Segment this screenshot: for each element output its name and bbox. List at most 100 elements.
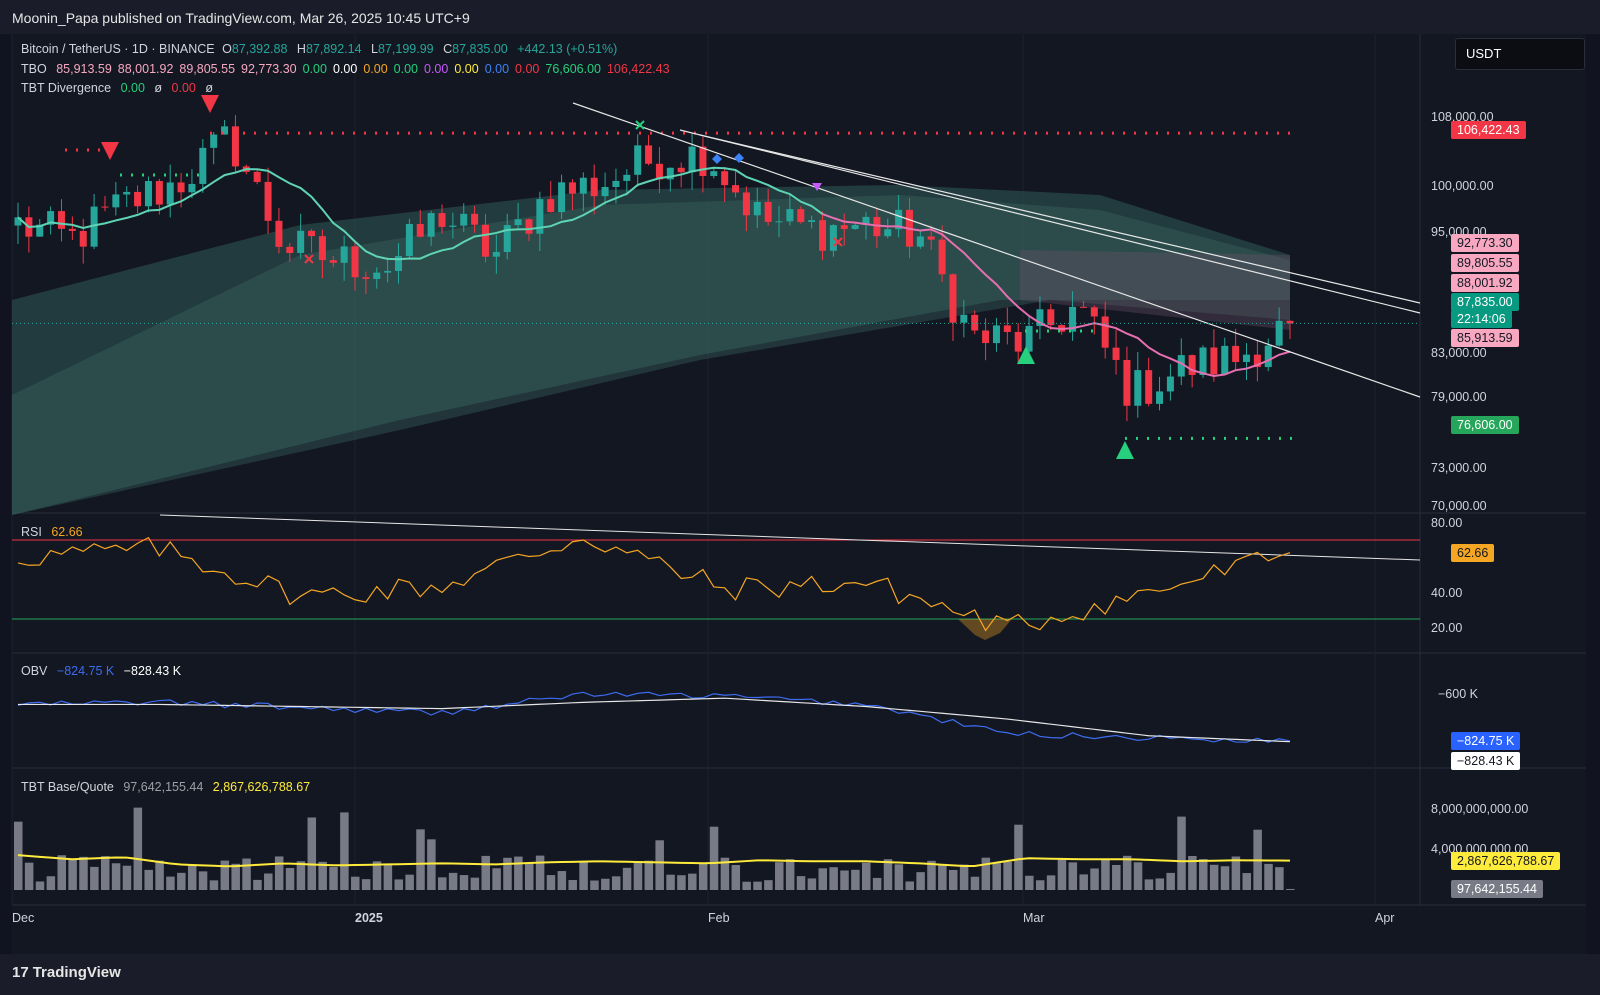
candle — [775, 221, 783, 223]
volume-bar — [938, 864, 947, 890]
volume-bar — [285, 867, 295, 890]
currency-selector[interactable]: USDT — [1455, 38, 1585, 70]
volume-bar — [742, 881, 751, 890]
candle — [416, 223, 424, 237]
volume-bar — [166, 876, 175, 890]
currency-label: USDT — [1466, 46, 1502, 61]
obv-ma-line — [18, 697, 1291, 743]
candle — [579, 177, 587, 194]
volume-bar — [883, 859, 893, 890]
obv-tag2: −828.43 K — [1451, 752, 1521, 770]
volume-bar — [351, 876, 360, 890]
candle — [992, 325, 1000, 344]
volume-bar — [264, 873, 273, 890]
candle — [895, 209, 903, 230]
candle — [1069, 306, 1077, 332]
volume-bar — [231, 863, 240, 890]
volume-bar — [633, 862, 643, 890]
candle — [36, 224, 44, 237]
candle — [1112, 347, 1120, 360]
rsi-legend[interactable]: RSI 62.66 — [21, 525, 89, 539]
candle — [840, 225, 848, 229]
candle — [101, 206, 109, 208]
rsi-axis-label: 80.00 — [1431, 516, 1463, 530]
obv-value2: −828.43 K — [123, 664, 182, 678]
volume-bar — [242, 858, 251, 890]
volume-bar — [79, 856, 88, 890]
candle — [601, 186, 609, 197]
volume-bar — [68, 859, 77, 890]
volume-bar — [829, 867, 838, 890]
volume-bar — [144, 869, 153, 890]
candle — [384, 270, 392, 273]
candle — [221, 126, 229, 135]
volume-bar — [492, 868, 501, 890]
volume-value1: 97,642,155.44 — [123, 780, 204, 794]
volume-bar — [57, 855, 66, 890]
candle — [851, 225, 859, 229]
candle — [199, 147, 207, 184]
candle — [297, 230, 305, 253]
candle — [68, 228, 76, 231]
volume-bar — [535, 855, 545, 890]
volume-bar — [622, 867, 632, 890]
candle — [1156, 391, 1164, 404]
volume-bar — [698, 862, 708, 890]
volume-bar — [46, 876, 56, 890]
time-axis-label: Apr — [1375, 911, 1395, 925]
candle — [90, 206, 98, 247]
price-tag-resistance: 106,422.43 — [1451, 121, 1526, 139]
tradingview-logo[interactable]: 17 TradingView — [12, 964, 121, 981]
volume-bar — [329, 866, 338, 890]
candle — [79, 230, 87, 247]
candle — [764, 201, 772, 222]
candle — [742, 192, 750, 216]
volume-tag1: 2,867,626,788.67 — [1451, 852, 1561, 870]
volume-bar — [677, 875, 686, 890]
tbo-label: TBO — [21, 62, 47, 76]
tbo-value: 0.00 — [363, 62, 388, 76]
bear-cloud — [1020, 250, 1290, 330]
volume-bar — [307, 817, 317, 890]
candle — [819, 220, 827, 251]
volume-bar — [1286, 888, 1295, 890]
candle — [1253, 354, 1261, 368]
cross-icon — [833, 237, 843, 247]
tbo-value: 0.00 — [302, 62, 327, 76]
cross-icon — [635, 120, 645, 130]
volume-legend[interactable]: TBT Base/Quote 97,642,155.44 2,867,626,7… — [21, 780, 316, 794]
volume-bar — [1264, 863, 1273, 890]
candle — [166, 182, 174, 205]
volume-bar — [927, 860, 936, 890]
rsi-axis-label: 40.00 — [1431, 586, 1463, 600]
candle — [721, 171, 729, 186]
symbol-title[interactable]: Bitcoin / TetherUS · 1D · BINANCE — [21, 42, 215, 56]
moving-average-line-bear — [822, 213, 1291, 377]
price-axis-label: 70,000.00 — [1431, 499, 1487, 513]
obv-legend[interactable]: OBV −824.75 K −828.43 K — [21, 664, 187, 678]
candle — [590, 177, 598, 197]
divergence-legend[interactable]: TBT Divergence 0.00 ø 0.00 ø — [21, 81, 219, 95]
obv-value1: −824.75 K — [56, 664, 115, 678]
buy-signal-icon — [1116, 441, 1134, 459]
candle — [623, 174, 631, 181]
tbo-legend[interactable]: TBO 85,913.59 88,001.92 89,805.55 92,773.30… — [21, 62, 676, 76]
volume-bar — [872, 877, 882, 890]
volume-bar — [862, 862, 871, 890]
volume-bar — [111, 863, 121, 890]
volume-bar — [785, 859, 795, 890]
volume-bar — [948, 869, 958, 890]
divergence-v1: 0.00 — [120, 81, 145, 95]
volume-bar — [1144, 879, 1154, 890]
obv-axis-label: −600 K — [1438, 687, 1478, 701]
candle — [960, 314, 968, 323]
publisher-bar: Moonin_Papa published on TradingView.com… — [0, 0, 1600, 34]
volume-bar — [720, 857, 730, 890]
tbo-value: 0.00 — [424, 62, 449, 76]
volume-bar — [655, 840, 664, 890]
volume-bar — [1155, 878, 1165, 890]
candle — [264, 181, 272, 221]
volume-axis-label: 8,000,000,000.00 — [1431, 802, 1529, 816]
volume-bar — [394, 879, 404, 890]
